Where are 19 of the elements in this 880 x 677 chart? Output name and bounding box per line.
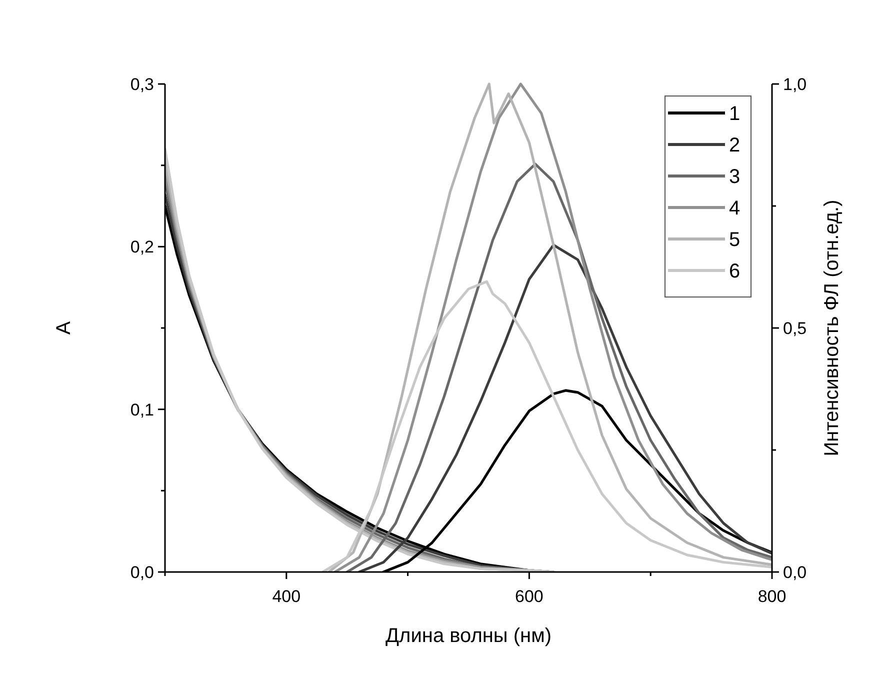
legend-label: 3 bbox=[729, 166, 740, 188]
y-tick-label: 0,3 bbox=[130, 75, 154, 94]
legend-label: 5 bbox=[729, 229, 740, 251]
x-tick-label: 400 bbox=[272, 587, 301, 606]
y-axis-title: A bbox=[53, 320, 75, 335]
x-axis-title: Длина волны (нм) bbox=[386, 625, 552, 647]
x-tick-label: 600 bbox=[515, 587, 544, 606]
legend-label: 1 bbox=[729, 103, 740, 125]
y2-tick-label: 0,0 bbox=[783, 563, 807, 582]
legend-label: 6 bbox=[729, 260, 740, 282]
y2-tick-label: 1,0 bbox=[783, 75, 807, 94]
y-tick-label: 0,1 bbox=[130, 400, 154, 420]
y-tick-label: 0,2 bbox=[130, 238, 154, 257]
legend-label: 4 bbox=[729, 198, 740, 220]
y2-axis-title: Интенсивность ФЛ (отн.ед.) bbox=[821, 200, 843, 456]
y-tick-label: 0,0 bbox=[130, 563, 154, 582]
legend-label: 2 bbox=[729, 134, 740, 156]
x-tick-label: 800 bbox=[758, 587, 786, 606]
y2-tick-label: 0,5 bbox=[783, 319, 807, 338]
